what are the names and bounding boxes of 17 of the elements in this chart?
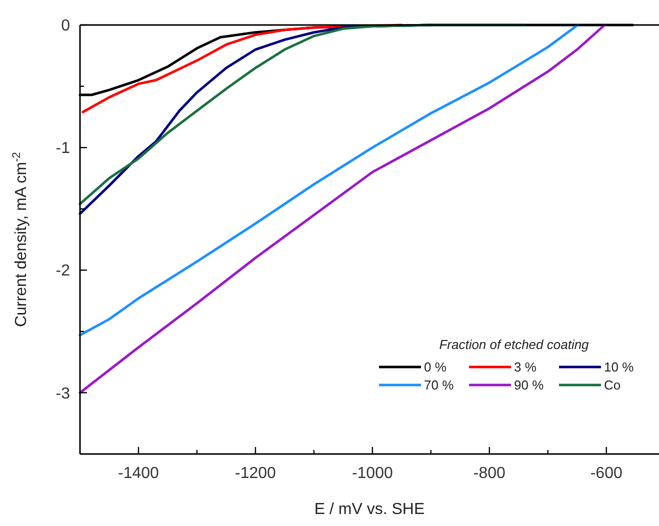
x-tick-label: -800 — [473, 465, 506, 482]
legend-label: 70 % — [424, 378, 454, 393]
x-tick-label: -1000 — [352, 465, 393, 482]
y-tick-label: -2 — [56, 262, 70, 280]
legend-label: Co — [604, 378, 621, 393]
legend-label: 0 % — [424, 360, 447, 375]
x-tick-label: -600 — [590, 465, 622, 482]
x-tick-label: -1400 — [118, 465, 160, 482]
legend-title: Fraction of etched coating — [439, 337, 590, 352]
x-axis-title: E / mV vs. SHE — [314, 501, 425, 518]
y-tick-label: 0 — [61, 18, 70, 35]
x-tick-label: -1200 — [234, 465, 276, 482]
y-tick-label: -3 — [56, 385, 70, 402]
legend-label: 90 % — [514, 378, 544, 393]
legend-label: 3 % — [514, 360, 537, 375]
legend-label: 10 % — [604, 360, 634, 375]
y-tick-label: -1 — [56, 140, 70, 158]
